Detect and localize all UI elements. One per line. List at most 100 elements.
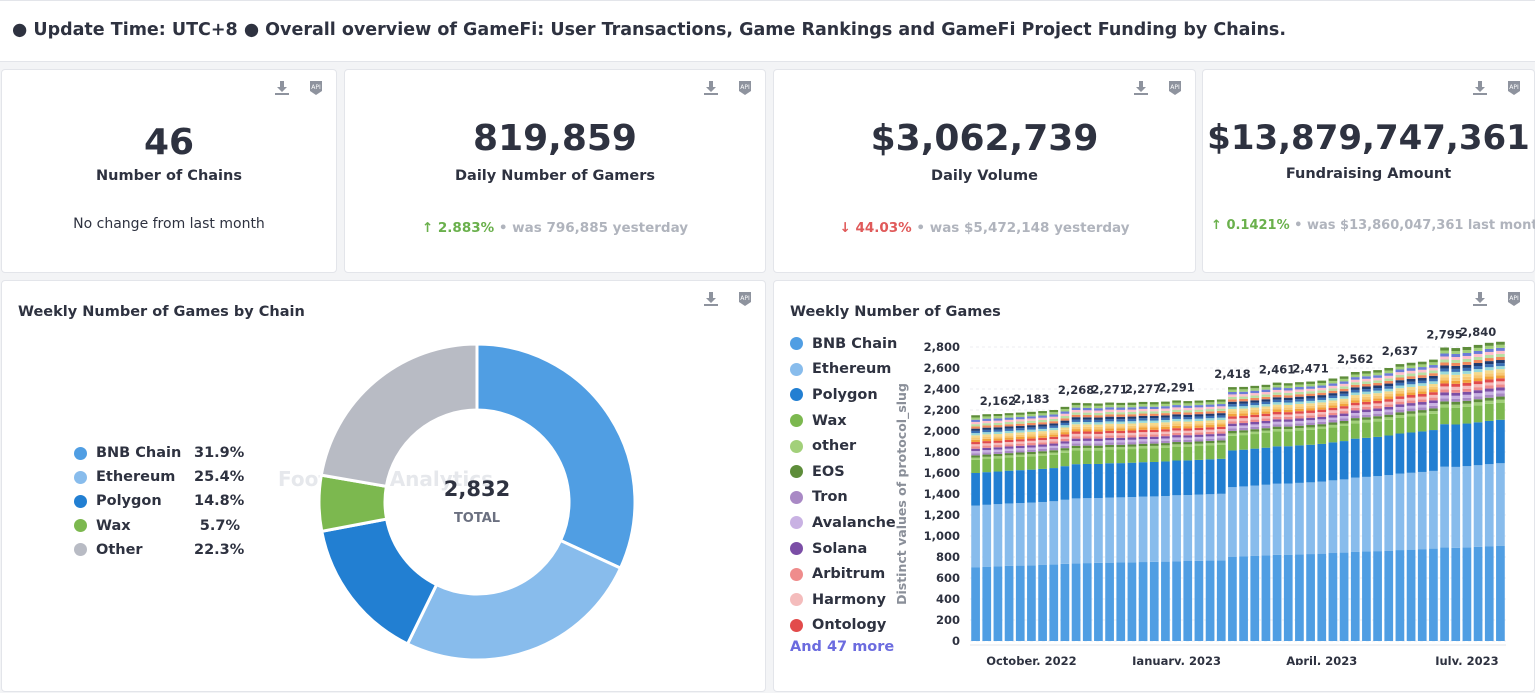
legend-item[interactable]: Tron bbox=[790, 485, 897, 511]
bar-segment-ethereum bbox=[1127, 497, 1137, 563]
bar-column[interactable] bbox=[1283, 383, 1293, 641]
bar-column[interactable] bbox=[982, 414, 992, 641]
api-icon[interactable]: API bbox=[1167, 80, 1183, 96]
bar-column[interactable] bbox=[1429, 359, 1438, 641]
bar-segment-other bbox=[993, 440, 1003, 443]
bar-segment-other bbox=[1094, 440, 1103, 444]
donut-slice-other[interactable] bbox=[319, 342, 479, 489]
bar-segment-other bbox=[1328, 417, 1338, 421]
bar-column[interactable] bbox=[1328, 378, 1338, 642]
bar-column[interactable] bbox=[1339, 376, 1349, 641]
legend-item[interactable]: EOS bbox=[790, 459, 897, 485]
bar-column[interactable] bbox=[1194, 400, 1204, 641]
bar-column[interactable] bbox=[1440, 347, 1449, 641]
bar-column[interactable] bbox=[1216, 399, 1226, 642]
bar-segment-ethereum bbox=[1004, 503, 1014, 566]
legend-item[interactable]: Arbitrum bbox=[790, 561, 897, 587]
bar-segment-other bbox=[1362, 391, 1371, 395]
bar-column[interactable] bbox=[1417, 361, 1427, 641]
bar-column[interactable] bbox=[1317, 380, 1327, 641]
bar-column[interactable] bbox=[1484, 342, 1494, 641]
bar-column[interactable] bbox=[1451, 348, 1461, 641]
api-icon[interactable]: API bbox=[1506, 80, 1522, 96]
bar-column[interactable] bbox=[1272, 382, 1282, 641]
legend-item[interactable]: Ethereum 25.4% bbox=[74, 465, 244, 489]
bar-column[interactable] bbox=[1250, 385, 1260, 641]
bar-column[interactable] bbox=[1306, 381, 1315, 641]
legend-item[interactable]: Ontology bbox=[790, 613, 897, 639]
bar-column[interactable] bbox=[1384, 368, 1394, 641]
bar-column[interactable] bbox=[1015, 412, 1025, 641]
legend-item[interactable]: Harmony bbox=[790, 587, 897, 613]
download-icon[interactable] bbox=[703, 80, 719, 96]
api-icon[interactable]: API bbox=[737, 291, 753, 307]
bar-column[interactable] bbox=[1261, 384, 1271, 641]
bar-segment-bnb-chain bbox=[1250, 555, 1260, 641]
legend-item[interactable]: Avalanche bbox=[790, 510, 897, 536]
bar-column[interactable] bbox=[1038, 411, 1047, 641]
kpi-value: $13,879,747,361 bbox=[1207, 118, 1530, 158]
bar-segment-other bbox=[1127, 428, 1137, 431]
legend-item[interactable]: BNB Chain 31.9% bbox=[74, 441, 244, 465]
bar-segment-other bbox=[1328, 398, 1338, 401]
bar-column[interactable] bbox=[1082, 403, 1092, 641]
legend-item[interactable]: Wax 5.7% bbox=[74, 514, 240, 538]
bar-column[interactable] bbox=[1362, 371, 1371, 641]
legend-item[interactable]: BNB Chain bbox=[790, 331, 897, 357]
bar-segment-other bbox=[1094, 438, 1103, 441]
bar-column[interactable] bbox=[1172, 400, 1181, 641]
bar-segment-other bbox=[1417, 393, 1427, 397]
download-icon[interactable] bbox=[703, 291, 719, 307]
bar-column[interactable] bbox=[1027, 411, 1036, 641]
bar-column[interactable] bbox=[1205, 400, 1215, 641]
legend-item[interactable]: other bbox=[790, 433, 897, 459]
bar-column[interactable] bbox=[1406, 362, 1416, 641]
donut-slice-ethereum[interactable] bbox=[405, 538, 623, 662]
bar-column[interactable] bbox=[1496, 341, 1505, 641]
bar-column[interactable] bbox=[1127, 402, 1137, 641]
bar-column[interactable] bbox=[1295, 382, 1304, 641]
bar-column[interactable] bbox=[1116, 402, 1126, 641]
api-icon[interactable]: API bbox=[737, 80, 753, 96]
bar-column[interactable] bbox=[1161, 401, 1170, 641]
bar-segment-other bbox=[1295, 396, 1304, 400]
legend-more-link[interactable]: And 47 more bbox=[790, 639, 895, 656]
legend-item[interactable]: Polygon bbox=[790, 382, 897, 408]
bar-column[interactable] bbox=[1060, 406, 1070, 641]
bar-segment-other bbox=[1027, 425, 1036, 428]
bar-column[interactable] bbox=[1138, 401, 1148, 641]
bar-segment-other bbox=[1250, 388, 1260, 391]
svg-text:API: API bbox=[1509, 295, 1519, 302]
legend-item[interactable]: Wax bbox=[790, 408, 897, 434]
bar-column[interactable] bbox=[1071, 402, 1081, 641]
download-icon[interactable] bbox=[1472, 80, 1488, 96]
bar-column[interactable] bbox=[1004, 413, 1014, 641]
bar-column[interactable] bbox=[1049, 410, 1059, 641]
bar-column[interactable] bbox=[1228, 387, 1237, 641]
bar-column[interactable] bbox=[993, 413, 1003, 641]
legend-item[interactable]: Solana bbox=[790, 536, 897, 562]
bar-column[interactable] bbox=[1473, 344, 1483, 641]
api-icon[interactable]: API bbox=[308, 80, 324, 96]
bar-column[interactable] bbox=[1094, 403, 1103, 641]
bar-column[interactable] bbox=[1105, 402, 1114, 641]
bar-column[interactable] bbox=[1462, 347, 1472, 641]
bar-column[interactable] bbox=[1350, 371, 1360, 641]
bar-column[interactable] bbox=[1183, 401, 1193, 641]
bar-column[interactable] bbox=[1395, 364, 1405, 641]
api-icon[interactable]: API bbox=[1506, 291, 1522, 307]
bar-column[interactable] bbox=[1239, 386, 1248, 641]
legend-item[interactable]: Ethereum bbox=[790, 357, 897, 383]
download-icon[interactable] bbox=[274, 80, 290, 96]
bar-column[interactable] bbox=[1373, 370, 1382, 641]
legend-item[interactable]: Other 22.3% bbox=[74, 538, 244, 562]
legend-item[interactable]: Polygon 14.8% bbox=[74, 489, 244, 513]
download-icon[interactable] bbox=[1133, 80, 1149, 96]
bar-column[interactable] bbox=[971, 415, 980, 641]
bar-segment-other bbox=[1060, 409, 1070, 412]
bar-segment-other bbox=[1116, 414, 1126, 417]
download-icon[interactable] bbox=[1472, 291, 1488, 307]
bar-column[interactable] bbox=[1149, 402, 1159, 641]
donut-slice-bnb-chain[interactable] bbox=[475, 342, 637, 571]
bar-segment-other bbox=[982, 414, 992, 417]
